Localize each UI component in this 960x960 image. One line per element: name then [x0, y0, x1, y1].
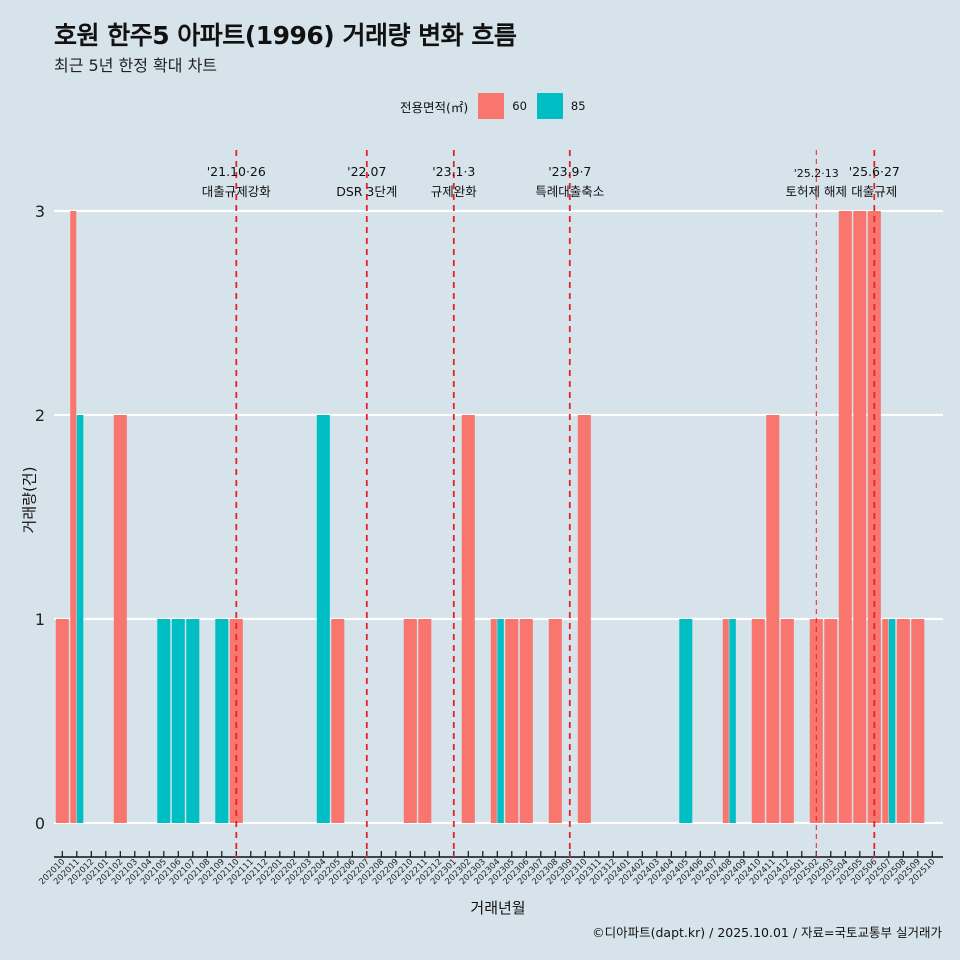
bar-60-202305 [505, 619, 519, 823]
legend-key-85 [536, 93, 563, 119]
bar-60-202503 [824, 619, 838, 823]
event-date-label: '25.2·13 [794, 167, 839, 180]
event-date-label: '23.9·7 [548, 164, 591, 179]
x-axis-title: 거래년월 [470, 899, 526, 917]
bar-60-202504 [838, 211, 852, 823]
bar-85-202408 [729, 619, 736, 823]
bar-60-202306 [519, 619, 533, 823]
bar-60-202302 [461, 415, 475, 823]
bar-85-202204 [316, 415, 330, 823]
bar-85-202106 [171, 619, 185, 823]
event-label: DSR 3단계 [336, 184, 397, 199]
caption: ©디아파트(dapt.kr) / 2025.10.01 / 자료=국토교통부 실… [592, 925, 942, 940]
event-date-label: '21.10·26 [207, 164, 266, 179]
bar-85-202105 [157, 619, 171, 823]
bar-60-202102 [113, 415, 127, 823]
legend-label-85: 85 [570, 99, 586, 113]
event-label: 규제완화 [431, 184, 478, 199]
legend-key-60 [478, 93, 505, 119]
event-label: 특례대출축소 [535, 184, 604, 199]
bar-60-202410 [751, 619, 765, 823]
y-tick-label: 3 [35, 202, 45, 221]
bar-60-202411 [766, 415, 780, 823]
bar-60-202507 [882, 619, 889, 823]
event-label: 토허제 해제 [786, 184, 847, 199]
chart-subtitle: 최근 5년 한정 확대 차트 [54, 56, 218, 75]
bar-60-202408 [722, 619, 729, 823]
bar-85-202107 [186, 619, 200, 823]
bar-60-202310 [577, 415, 591, 823]
event-label: 대출규제 [851, 184, 897, 199]
legend-label-60: 60 [512, 99, 527, 113]
bar-60-202010 [55, 619, 69, 823]
event-date-label: '23.1·3 [432, 164, 475, 179]
event-date-label: '25.6·27 [849, 164, 900, 179]
y-tick-label: 2 [35, 406, 45, 425]
bar-60-202505 [853, 211, 867, 823]
y-tick-label: 0 [35, 814, 45, 833]
bar-60-202412 [780, 619, 794, 823]
bar-85-202109 [215, 619, 229, 823]
bar-60-202304 [490, 619, 497, 823]
y-axis-title: 거래량(건) [20, 466, 39, 534]
bar-85-202507 [888, 619, 896, 823]
bar-85-202011 [76, 415, 84, 823]
chart-title: 호원 한주5 아파트(1996) 거래량 변화 흐름 [54, 21, 517, 50]
event-label: 대출규제강화 [202, 184, 272, 199]
bar-85-202405 [679, 619, 693, 823]
legend-title: 전용면적(㎡) [400, 99, 469, 115]
bar-60-202011 [70, 211, 77, 823]
event-date-label: '22.07 [347, 164, 386, 179]
bar-60-202308 [548, 619, 562, 823]
bar-60-202509 [911, 619, 925, 823]
bar-60-202508 [896, 619, 910, 823]
bar-60-202205 [331, 619, 345, 823]
bar-60-202210 [403, 619, 417, 823]
bar-85-202304 [497, 619, 504, 823]
y-tick-label: 1 [35, 610, 45, 629]
legend: 전용면적(㎡) 60 85 [400, 93, 596, 119]
bar-60-202110 [229, 619, 243, 823]
bar-60-202211 [418, 619, 432, 823]
